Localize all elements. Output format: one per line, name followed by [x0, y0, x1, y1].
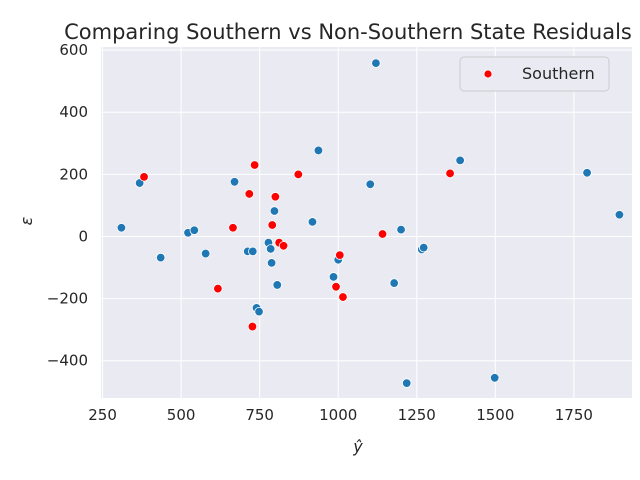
y-tick-label: 600 — [59, 41, 88, 59]
x-tick-label: 1750 — [555, 406, 593, 424]
data-point — [189, 225, 200, 235]
data-point-southern — [331, 282, 341, 292]
data-point — [614, 210, 625, 220]
y-tick-label: 400 — [59, 103, 88, 121]
data-point — [582, 168, 592, 178]
data-point — [489, 373, 500, 383]
y-tick-label: 0 — [78, 227, 88, 245]
data-point — [272, 280, 282, 290]
y-tick-label: −200 — [47, 290, 88, 308]
data-point-southern — [244, 189, 255, 199]
y-axis-ticks: −400 −200 0 200 400 600 — [47, 41, 88, 370]
data-point-southern — [228, 223, 238, 233]
data-point — [455, 155, 465, 166]
data-point — [248, 246, 258, 257]
legend: Southern — [459, 56, 610, 92]
y-tick-label: 200 — [59, 165, 88, 183]
x-tick-label: 750 — [245, 406, 274, 424]
data-point-southern — [377, 229, 388, 239]
y-tick-label: −400 — [47, 352, 88, 370]
data-point — [229, 177, 240, 187]
data-point — [269, 206, 280, 216]
x-tick-label: 1000 — [319, 406, 357, 424]
x-axis-label: ŷ — [352, 437, 363, 456]
data-point-southern — [293, 169, 304, 180]
plot-area — [101, 47, 632, 398]
data-point-southern — [338, 292, 348, 302]
legend-label-southern: Southern — [522, 64, 595, 83]
data-point — [200, 248, 211, 259]
data-point-southern — [139, 172, 149, 182]
data-point — [265, 244, 276, 254]
x-tick-label: 500 — [167, 406, 196, 424]
x-tick-label: 1250 — [398, 406, 436, 424]
data-point-southern — [247, 321, 258, 332]
data-point — [307, 217, 318, 227]
data-point — [389, 278, 399, 288]
x-axis-ticks: 250 500 750 1000 1250 1500 1750 — [88, 406, 593, 424]
data-point — [402, 378, 412, 388]
data-points — [116, 58, 625, 388]
data-point — [371, 58, 381, 68]
chart-title: Comparing Southern vs Non-Southern State… — [64, 20, 632, 44]
data-point — [313, 145, 324, 156]
data-point — [266, 258, 277, 268]
gridlines — [101, 47, 632, 398]
data-point-southern — [249, 160, 260, 170]
data-point — [155, 252, 166, 263]
data-point — [418, 242, 429, 253]
data-point-southern — [278, 241, 289, 251]
data-point-southern — [445, 168, 455, 179]
data-point — [328, 272, 339, 282]
legend-marker-southern — [483, 69, 493, 79]
x-tick-label: 1500 — [476, 406, 514, 424]
data-point — [254, 306, 264, 317]
data-point — [116, 223, 127, 233]
data-point-southern — [213, 283, 223, 294]
data-point-southern — [267, 220, 277, 230]
x-tick-label: 250 — [88, 406, 117, 424]
y-axis-label: ε — [17, 216, 36, 225]
data-point — [396, 224, 406, 235]
data-point-southern — [270, 192, 281, 202]
legend-box — [459, 56, 610, 92]
data-point — [365, 179, 375, 189]
data-point-southern — [335, 250, 345, 260]
